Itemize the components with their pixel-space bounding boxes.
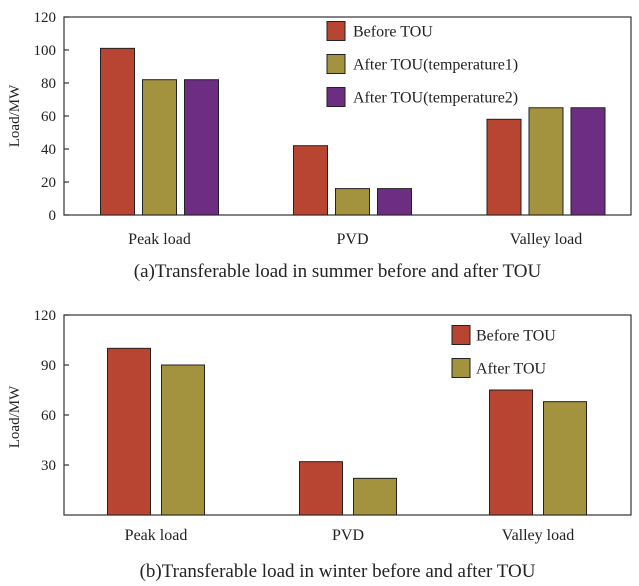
legend-label: Before TOU xyxy=(353,24,433,41)
legend-label: Before TOU xyxy=(476,328,556,345)
legend-label: After TOU xyxy=(476,361,547,378)
legend-swatch xyxy=(326,54,346,74)
y-tick-label: 120 xyxy=(34,10,57,26)
legend-swatch xyxy=(326,87,346,107)
y-tick-label: 60 xyxy=(41,109,56,125)
bar xyxy=(107,347,151,516)
x-tick-label: Valley load xyxy=(502,527,574,544)
bar xyxy=(489,389,533,516)
y-axis-label: Load/MW xyxy=(7,385,23,448)
legend-swatch xyxy=(451,325,471,345)
y-axis-label: Load/MW xyxy=(7,84,23,147)
chart-winter: 30 60 90 120 Load/MW Peak load PVD Valley load B… xyxy=(7,308,632,582)
bar xyxy=(335,188,370,216)
chart-caption: (a)Transferable load in summer before an… xyxy=(134,261,542,282)
y-tick-label: 120 xyxy=(34,308,57,324)
bar xyxy=(528,107,564,216)
y-tick-label: 100 xyxy=(34,43,57,59)
y-tick-label: 20 xyxy=(41,175,56,191)
x-tick-label: PVD xyxy=(332,527,364,544)
bar xyxy=(161,364,205,516)
bar xyxy=(543,401,587,516)
bar xyxy=(142,79,177,216)
bar xyxy=(293,145,328,216)
legend-swatch xyxy=(326,21,346,41)
bar xyxy=(570,107,606,216)
legend-label: After TOU(temperature1) xyxy=(353,57,518,74)
bar xyxy=(353,477,397,516)
y-tick-label: 90 xyxy=(41,358,56,374)
x-tick-label: PVD xyxy=(336,231,368,248)
bar xyxy=(184,79,219,216)
bar xyxy=(486,118,522,216)
x-tick-label: Peak load xyxy=(128,231,191,248)
bar xyxy=(299,461,343,516)
x-tick-label: Valley load xyxy=(510,231,582,248)
bar xyxy=(377,188,412,216)
legend-swatch xyxy=(451,358,471,378)
bar xyxy=(100,47,135,216)
y-tick-label: 30 xyxy=(41,458,56,474)
x-tick-label: Peak load xyxy=(125,527,188,544)
y-tick-label: 40 xyxy=(41,142,56,158)
y-tick-label: 0 xyxy=(49,208,57,224)
y-tick-label: 60 xyxy=(41,408,56,424)
y-tick-label: 80 xyxy=(41,76,56,92)
legend-label: After TOU(temperature2) xyxy=(353,90,518,107)
chart-summer: 0 20 40 60 80 100 120 Load/MW Peak load PVD Valley… xyxy=(7,10,632,282)
chart-caption: (b)Transferable load in winter before an… xyxy=(140,561,536,582)
